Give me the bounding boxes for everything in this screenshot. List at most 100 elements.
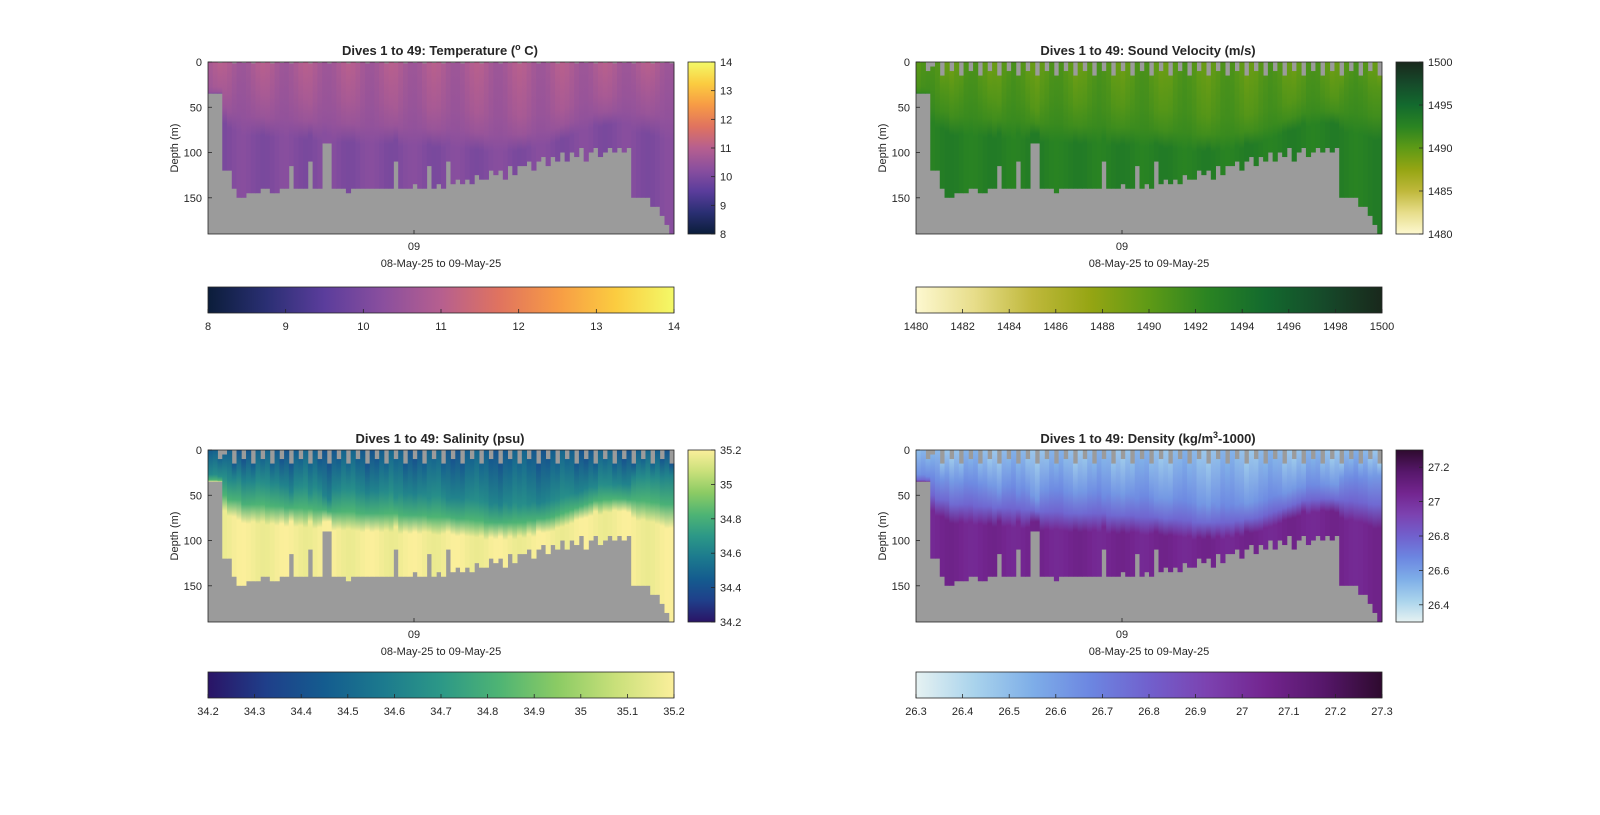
dive-column [326,63,333,144]
dive-column [640,459,646,586]
dive-column [1006,71,1012,189]
dive-column [555,463,561,550]
dive-column [1106,62,1112,189]
dive-column [317,62,323,189]
dive-column [607,62,613,148]
colorbar-right: 8 9 10 11 12 13 14 [687,57,732,241]
dive-column [1362,62,1369,207]
colorbar-tick-label: 35.2 [663,706,684,718]
colorbar-tick-label: 27 [1236,706,1248,718]
colorbar-tick-label: 1500 [1428,57,1452,69]
colorbar-tick-label: 34.2 [197,706,218,718]
dive-column [602,459,608,541]
dive-column [1001,450,1007,577]
dive-column [602,62,608,153]
dive-column [664,450,670,613]
dive-column [635,450,642,586]
dive-column [1229,450,1235,555]
dive-column [968,459,974,577]
x-axis-label: 08-May-25 to 09-May-25 [1089,646,1209,658]
dive-column [536,63,542,162]
chart-title: Dives 1 to 49: Temperature (o C) [342,42,538,58]
colorbar-gradient [1395,449,1424,623]
colorbar-tick-label: 1488 [1090,321,1114,333]
dive-column [1025,71,1031,189]
dive-column [1277,62,1283,153]
dive-column [1372,62,1378,225]
colorbar-tick-label: 34.7 [430,706,451,718]
dive-column [1310,71,1316,153]
colorbar-tick-label: 35.2 [720,445,741,457]
dive-column [493,62,499,176]
dive-column [1191,62,1197,180]
dive-column [1353,62,1359,198]
dive-column [1215,459,1221,555]
colorbar-tick-label: 1496 [1277,321,1301,333]
dive-column [1172,450,1178,568]
dive-column [1229,62,1235,167]
dive-column [578,62,585,148]
dive-column [1149,75,1155,189]
colorbar-gradient [1395,61,1424,235]
dive-column [1125,62,1131,189]
dive-column [407,450,413,577]
dive-column [1267,450,1274,541]
dive-column [1101,71,1107,162]
dive-column [1129,75,1136,189]
dive-column [1358,75,1364,207]
plot-frame [915,61,1383,235]
dive-column [1163,62,1169,180]
dive-column [455,450,461,568]
dive-column [1058,450,1064,577]
colorbar-tick-label: 35 [575,706,587,718]
dive-column [977,463,983,582]
dive-column [1153,450,1159,550]
dive-column [388,62,394,189]
dive-column [1082,459,1088,577]
dive-column [1215,71,1221,167]
dive-column [288,463,294,555]
dive-column [1377,463,1383,622]
dive-column [1039,62,1045,189]
dive-column [1315,450,1321,536]
dive-column [925,459,931,482]
dive-column [1220,62,1226,176]
x-axis-label: 08-May-25 to 09-May-25 [381,646,501,658]
dive-column [555,63,561,162]
y-axis-ticks: 0 50 100 150 [184,57,212,205]
colorbar-tick-label: 13 [590,321,602,333]
dive-column [1305,62,1312,158]
dive-column [669,463,675,622]
dive-column [1072,463,1079,577]
dive-column [1196,71,1202,171]
dive-column [360,450,366,577]
y-tick-label: 150 [892,581,910,593]
dive-column [1187,463,1193,568]
dive-column [1063,459,1069,577]
dive-column [246,450,252,582]
dive-column [1367,71,1373,216]
dive-column [227,450,233,559]
dive-column [1348,71,1354,198]
y-tick-label: 150 [892,193,910,205]
dive-column [1263,463,1269,550]
dive-column [269,63,275,194]
dive-column [360,62,366,189]
dive-column [1343,450,1350,586]
dive-column [1343,62,1350,198]
dive-column [1011,450,1017,577]
dive-column [421,63,428,189]
dive-column [1149,463,1155,577]
dive-column [341,62,347,189]
colorbar-gradient [915,286,1383,314]
dive-column [460,463,466,573]
colorbar-tick-label: 12 [513,321,525,333]
dive-column [1267,62,1274,153]
colorbar-tick-label: 11 [720,143,731,155]
dive-column [1063,71,1069,189]
dive-column [288,63,294,167]
colorbar-tick-label: 8 [205,321,211,333]
dive-column [1234,71,1240,162]
dive-column [1286,62,1293,148]
dive-column [664,62,670,225]
